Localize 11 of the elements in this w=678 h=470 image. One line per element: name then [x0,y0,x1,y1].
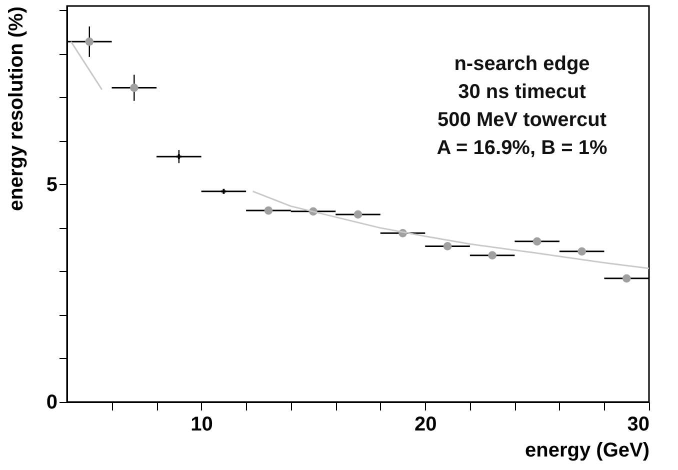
y-axis-title: energy resolution (%) [5,6,28,211]
annotation: 30 ns timecut [458,81,586,103]
annotation: A = 16.9%, B = 1% [436,137,608,159]
annotation: 500 MeV towercut [438,109,607,131]
annotation: n-search edge [454,53,590,75]
x-axis-title: energy (GeV) [525,440,650,462]
y-tick-label: 5 [46,174,58,196]
x-tick-label: 30 [627,414,650,436]
y-tick-label: 0 [46,392,58,414]
x-tick-label: 20 [414,414,437,436]
x-tick-label: 10 [190,414,213,436]
